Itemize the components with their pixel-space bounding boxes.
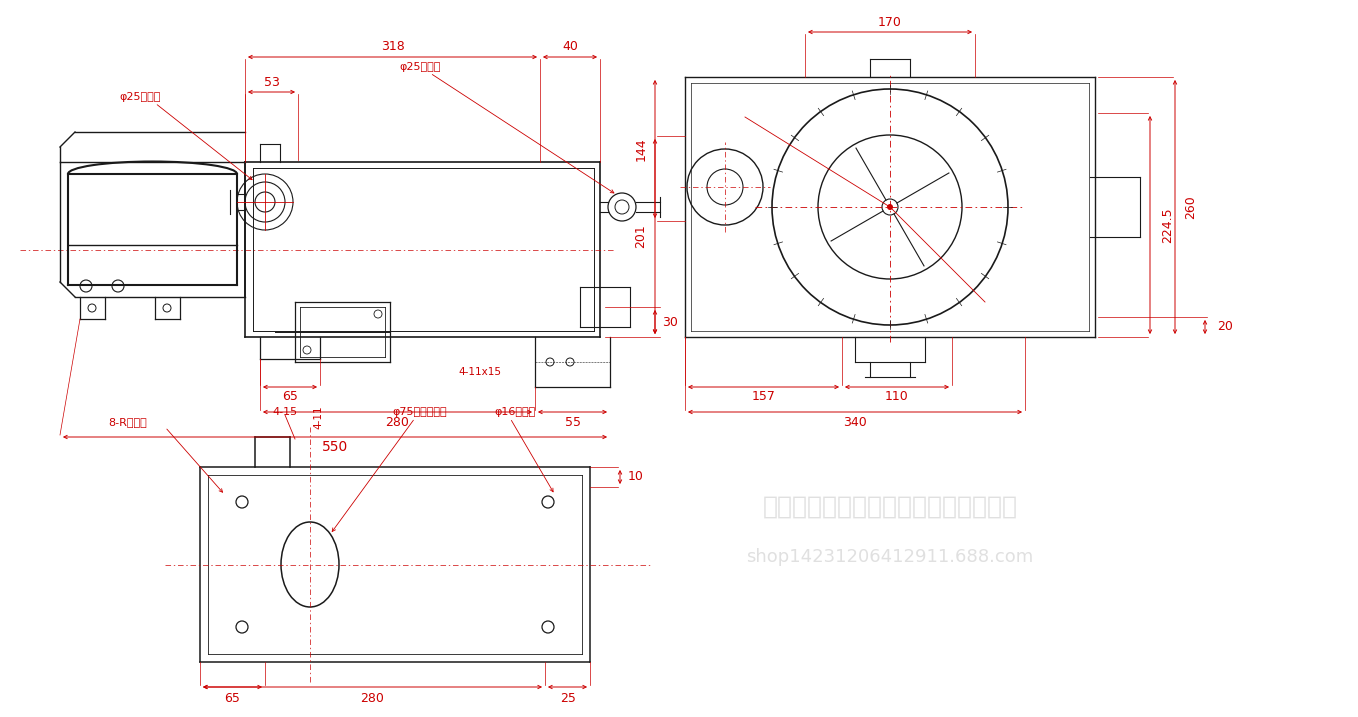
Text: φ25出水口: φ25出水口 bbox=[399, 62, 441, 72]
Text: 30: 30 bbox=[663, 315, 678, 328]
Text: 25: 25 bbox=[559, 693, 576, 706]
Text: 55: 55 bbox=[565, 415, 580, 429]
Text: 湖北宏业永盛汽车加热器股份有限公司: 湖北宏业永盛汽车加热器股份有限公司 bbox=[762, 495, 1017, 519]
Text: 144: 144 bbox=[634, 137, 648, 161]
Text: 280: 280 bbox=[360, 693, 384, 706]
Text: 260: 260 bbox=[1184, 195, 1198, 219]
Text: φ25进水口: φ25进水口 bbox=[120, 92, 160, 102]
Text: 4-15: 4-15 bbox=[273, 407, 297, 417]
Text: 4-11x15: 4-11x15 bbox=[459, 367, 501, 377]
Text: 65: 65 bbox=[282, 391, 297, 404]
Text: 4-11: 4-11 bbox=[312, 405, 323, 429]
Text: 8-R固定孔: 8-R固定孔 bbox=[109, 417, 148, 427]
Text: 10: 10 bbox=[627, 470, 644, 483]
Text: φ16放水口: φ16放水口 bbox=[494, 407, 535, 417]
Text: shop14231206412911.688.com: shop14231206412911.688.com bbox=[747, 548, 1033, 566]
Text: 40: 40 bbox=[562, 40, 579, 54]
Text: 170: 170 bbox=[879, 16, 902, 29]
Text: φ75排烟口外径: φ75排烟口外径 bbox=[392, 407, 447, 417]
Text: 20: 20 bbox=[1217, 320, 1233, 333]
Text: 157: 157 bbox=[751, 391, 775, 404]
Text: 224.5: 224.5 bbox=[1161, 207, 1175, 243]
Text: 550: 550 bbox=[322, 440, 348, 454]
Text: 318: 318 bbox=[380, 40, 405, 54]
Text: 280: 280 bbox=[386, 415, 410, 429]
Text: 65: 65 bbox=[224, 693, 240, 706]
Text: 201: 201 bbox=[634, 224, 648, 248]
Text: 110: 110 bbox=[885, 391, 909, 404]
Circle shape bbox=[887, 204, 894, 210]
Text: 53: 53 bbox=[263, 75, 280, 88]
Text: 340: 340 bbox=[843, 415, 866, 429]
